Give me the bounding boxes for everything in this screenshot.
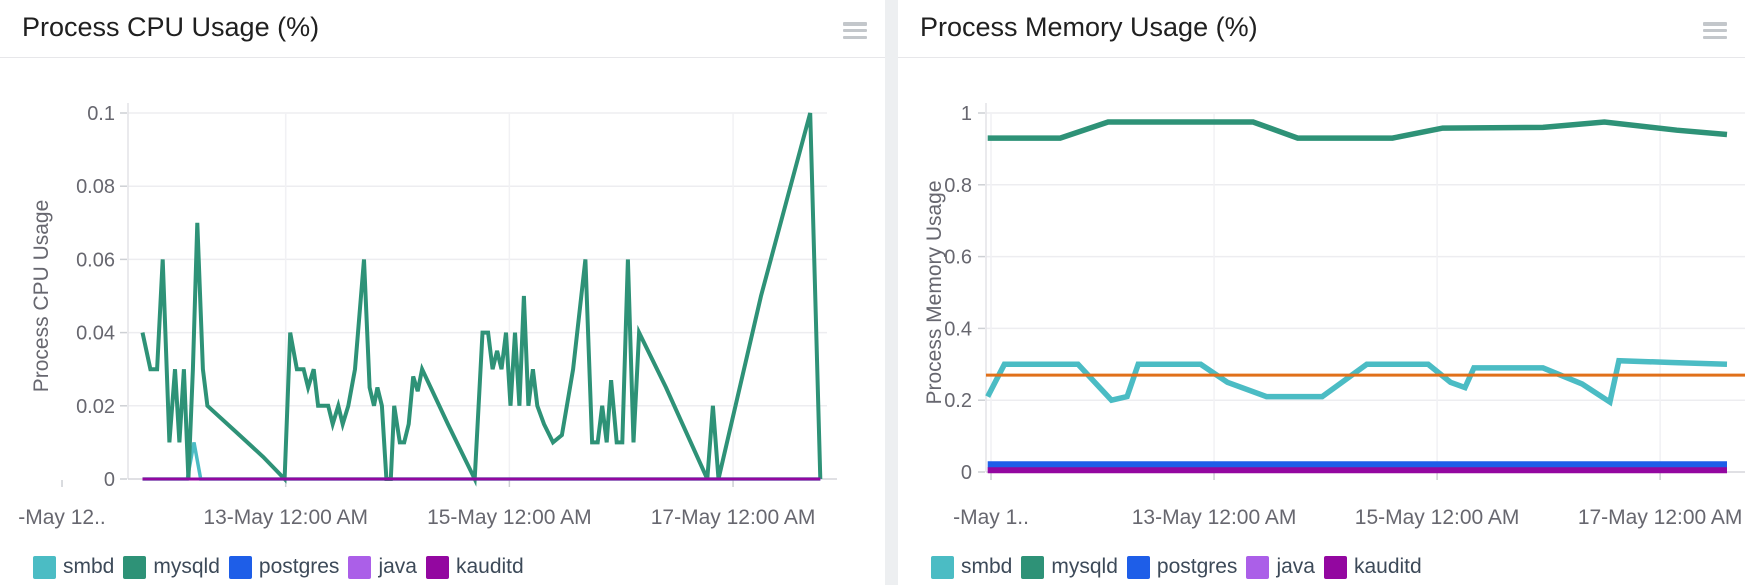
cpu-usage-panel: Process CPU Usage (%) 0 0.02 0.04 0.06 0.08 0… <box>0 0 885 585</box>
legend-swatch-postgres <box>228 555 252 579</box>
legend-item-postgres[interactable]: postgres <box>228 555 340 579</box>
legend-label: java <box>1276 555 1315 578</box>
legend-swatch-postgres <box>1126 555 1150 579</box>
memory-panel-title: Process Memory Usage (%) <box>920 12 1258 42</box>
legend-label: smbd <box>63 555 115 578</box>
legend-swatch-java <box>348 555 372 579</box>
x-tick-label: 13-May 12:00 AM <box>203 506 368 529</box>
x-tick-label: 15-May 12:00 AM <box>427 506 592 529</box>
legend-item-smbd[interactable]: smbd <box>33 555 114 579</box>
x-tick-label: 15-May 12:00 AM <box>1355 506 1520 529</box>
legend-item-java[interactable]: java <box>1246 555 1315 579</box>
memory-chart-canvas: 0 0.2 0.4 0.6 0.8 1 -May 1.. 13-May 12:00 AM 15-… <box>923 103 1745 529</box>
legend-swatch-mysqld <box>123 555 147 579</box>
series-line-smbd <box>985 357 1728 407</box>
y-tick-label: 0 <box>961 462 972 484</box>
legend-label: java <box>378 555 417 578</box>
legend-label: kauditd <box>1353 555 1422 578</box>
legend-item-java[interactable]: java <box>348 555 417 579</box>
legend-swatch-java <box>1246 555 1270 579</box>
legend-swatch-kauditd <box>425 555 449 579</box>
cpu-chart-legend: smbd mysqld postgres java kauditd <box>33 555 533 579</box>
legend-label: mysqld <box>1051 555 1118 578</box>
y-tick-label: 0 <box>104 469 115 491</box>
hamburger-menu-icon[interactable] <box>1703 22 1727 39</box>
legend-item-mysqld[interactable]: mysqld <box>1021 555 1118 579</box>
memory-chart-legend: smbd mysqld postgres java kauditd <box>931 555 1431 579</box>
y-tick-label: 0.8 <box>944 175 972 197</box>
cpu-chart-canvas: 0 0.02 0.04 0.06 0.08 0.1 -May 12.. 13-May 12:0… <box>18 103 837 529</box>
x-tick-label: 13-May 12:00 AM <box>1132 506 1297 529</box>
y-tick-label: 0.06 <box>76 249 115 271</box>
legend-swatch-smbd <box>931 555 954 579</box>
legend-swatch-mysqld <box>1021 555 1045 579</box>
hamburger-menu-icon[interactable] <box>843 22 867 39</box>
legend-label: postgres <box>258 555 340 578</box>
y-tick-label: 0.1 <box>87 103 115 125</box>
legend-label: postgres <box>1156 555 1238 578</box>
legend-item-kauditd[interactable]: kauditd <box>1323 555 1422 579</box>
series-line-mysqld <box>987 119 1728 141</box>
cpu-panel-title: Process CPU Usage (%) <box>22 12 320 42</box>
legend-swatch-kauditd <box>1323 555 1347 579</box>
y-axis-title: Process CPU Usage <box>30 200 53 393</box>
y-tick-label: 0.6 <box>944 247 972 269</box>
y-axis-title: Process Memory Usage <box>923 180 946 404</box>
memory-usage-panel: Process Memory Usage (%) 0 0.2 0.4 0.6 0.8 1 -… <box>898 0 1745 585</box>
y-tick-label: 0.04 <box>76 323 115 345</box>
legend-swatch-smbd <box>33 555 56 579</box>
legend-label: smbd <box>961 555 1013 578</box>
y-tick-label: 1 <box>961 103 972 125</box>
series-line-mysqld <box>140 112 823 487</box>
legend-label: mysqld <box>153 555 220 578</box>
y-tick-label: 0.4 <box>944 318 972 340</box>
x-tick-label: -May 12.. <box>18 506 106 529</box>
legend-item-postgres[interactable]: postgres <box>1126 555 1238 579</box>
memory-panel-header: Process Memory Usage (%) <box>898 0 1745 58</box>
y-tick-label: 0.2 <box>944 390 972 412</box>
y-tick-label: 0.08 <box>76 176 115 198</box>
y-tick-label: 0.02 <box>76 396 115 418</box>
x-tick-label: 17-May 12:00 AM <box>1578 506 1743 529</box>
legend-item-kauditd[interactable]: kauditd <box>425 555 524 579</box>
legend-item-smbd[interactable]: smbd <box>931 555 1012 579</box>
legend-label: kauditd <box>455 555 524 578</box>
x-tick-label: 17-May 12:00 AM <box>651 506 816 529</box>
x-tick-label: -May 1.. <box>953 506 1029 529</box>
cpu-panel-header: Process CPU Usage (%) <box>0 0 885 58</box>
legend-item-mysqld[interactable]: mysqld <box>123 555 220 579</box>
